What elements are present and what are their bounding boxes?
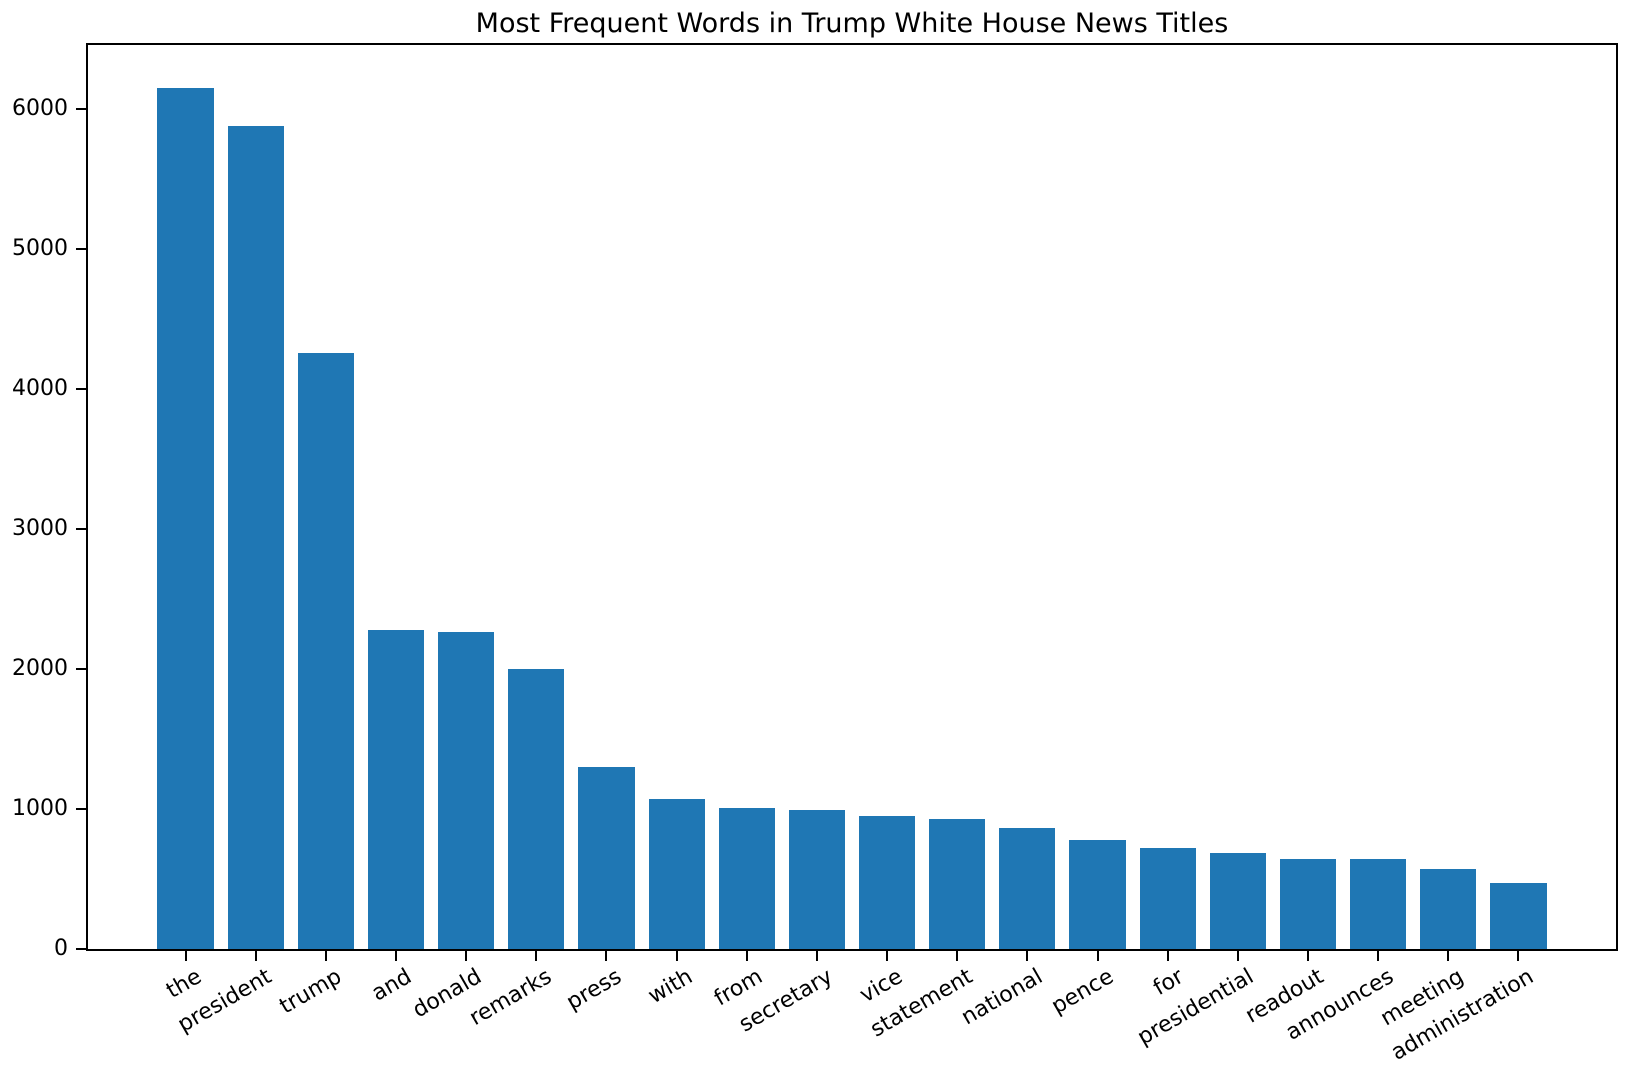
bar-announces	[1350, 859, 1407, 949]
chart-title: Most Frequent Words in Trump White House…	[475, 8, 1229, 39]
x-tick-label: for	[1148, 964, 1188, 1001]
y-tick-mark	[76, 528, 86, 531]
x-tick-label: national	[957, 964, 1048, 1031]
y-tick-mark	[76, 388, 86, 391]
x-tick-label: trump	[275, 964, 346, 1020]
x-tick-mark	[605, 951, 608, 961]
bar-remarks	[508, 669, 565, 949]
x-tick-label: with	[643, 964, 697, 1010]
bar-trump	[297, 352, 354, 949]
bar-administration	[1490, 882, 1547, 949]
y-tick-mark	[76, 808, 86, 811]
y-tick-label: 3000	[12, 516, 68, 542]
bar-readout	[1279, 859, 1337, 949]
y-tick-label: 5000	[12, 236, 68, 262]
y-tick-label: 2000	[12, 656, 68, 682]
x-tick-mark	[956, 951, 959, 961]
y-tick-label: 6000	[12, 96, 68, 122]
x-tick-mark	[745, 951, 748, 961]
bar-with	[648, 798, 705, 949]
y-tick-mark	[76, 108, 86, 111]
bar-national	[999, 827, 1056, 949]
bar-the	[157, 88, 214, 949]
x-tick-label: press	[562, 964, 627, 1016]
x-tick-mark	[1307, 951, 1309, 961]
bar-donald	[438, 632, 495, 949]
y-tick-mark	[76, 668, 86, 671]
bar-from	[718, 808, 775, 949]
plot-area: 0 1000 2000 3000 4000 5000 6000 the president tr…	[12, 43, 1618, 1066]
bar-presidential	[1209, 852, 1266, 949]
x-tick-label: pence	[1046, 964, 1118, 1020]
y-tick-label: 0	[54, 936, 68, 961]
x-tick-mark	[1166, 951, 1169, 961]
x-tick-mark	[675, 951, 678, 961]
x-tick-mark	[886, 951, 889, 961]
y-tick-label: 4000	[12, 376, 68, 402]
bar-press	[578, 767, 635, 949]
x-tick-mark	[254, 951, 257, 961]
x-tick-mark	[1377, 951, 1380, 961]
bar-for	[1139, 847, 1196, 949]
bar-pence	[1069, 839, 1126, 949]
bar-president	[227, 126, 284, 949]
y-tick-mark	[76, 248, 86, 251]
y-tick-label: 1000	[12, 796, 68, 822]
x-tick-mark	[324, 951, 327, 961]
x-tick-mark	[184, 951, 187, 961]
x-tick-mark	[1236, 951, 1239, 961]
bar-secretary	[788, 809, 845, 949]
bar-meeting	[1420, 868, 1477, 949]
x-tick-mark	[465, 951, 468, 961]
x-tick-label: the	[161, 964, 206, 1004]
x-tick-mark	[1026, 951, 1029, 961]
x-tick-mark	[1447, 951, 1450, 961]
y-tick-mark	[76, 948, 86, 950]
bar-vice	[859, 816, 916, 949]
bar-statement	[929, 818, 986, 949]
x-tick-mark	[815, 951, 818, 961]
x-tick-mark	[1517, 951, 1520, 961]
x-tick-mark	[394, 951, 397, 961]
bar-and	[367, 629, 425, 949]
x-tick-mark	[1096, 951, 1099, 961]
x-tick-mark	[535, 951, 538, 961]
